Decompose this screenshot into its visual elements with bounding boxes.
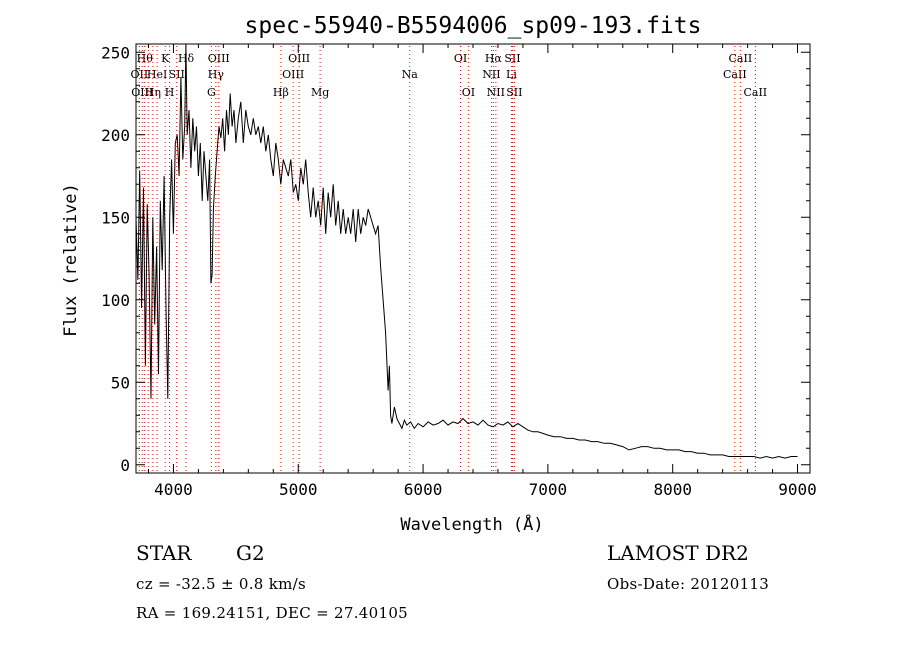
x-tick-label: 5000 bbox=[279, 480, 318, 499]
line-marker-label: OIII bbox=[288, 52, 310, 65]
observation-date: Obs-Date: 20120113 bbox=[607, 575, 770, 593]
line-marker-label: OII bbox=[131, 68, 149, 81]
line-marker-label: OIII bbox=[131, 86, 153, 99]
line-marker-label: Hβ bbox=[273, 86, 289, 99]
line-marker-label: CaII bbox=[723, 68, 747, 81]
line-marker-label: Na bbox=[402, 68, 419, 81]
line-marker-label: Li bbox=[506, 68, 517, 81]
line-marker-label: OI bbox=[462, 86, 475, 99]
line-marker-label: Hη bbox=[145, 86, 161, 99]
line-marker-label: SII bbox=[504, 52, 520, 65]
line-marker-label: SII bbox=[506, 86, 522, 99]
line-marker-label: CaII bbox=[743, 86, 767, 99]
flux-series bbox=[135, 43, 798, 459]
y-tick-label: 50 bbox=[111, 373, 130, 392]
line-marker-label: SII bbox=[169, 68, 185, 81]
x-tick-label: 6000 bbox=[404, 480, 443, 499]
x-tick-label: 4000 bbox=[154, 480, 193, 499]
spectral-line-markers: OIIOIIIHθHηHeIKHSIIHδGHγOIIIHβOIIIOIIIMg… bbox=[131, 46, 767, 473]
line-marker-label: H bbox=[165, 86, 175, 99]
x-tick-label: 9000 bbox=[778, 480, 817, 499]
line-marker-label: Hα bbox=[485, 52, 503, 65]
y-tick-label: 150 bbox=[101, 208, 130, 227]
x-tick-label: 8000 bbox=[653, 480, 692, 499]
object-type: STAR bbox=[136, 541, 192, 565]
x-axis-label: Wavelength (Å) bbox=[400, 513, 543, 535]
line-marker-label: NII bbox=[482, 68, 500, 81]
line-marker-label: Mg bbox=[311, 86, 329, 99]
axes: 4000 5000 6000 7000 8000 9000 0 50 100 150 200 250 bbox=[101, 43, 817, 499]
y-axis-label: Flux (relative) bbox=[61, 183, 81, 337]
line-marker-label: G bbox=[207, 86, 216, 99]
line-marker-label: OIII bbox=[282, 68, 304, 81]
line-marker-label: Hγ bbox=[208, 68, 225, 81]
survey-name: LAMOST DR2 bbox=[607, 541, 749, 565]
chart-title: spec-55940-B5594006_sp09-193.fits bbox=[245, 13, 702, 39]
y-tick-label: 200 bbox=[101, 126, 130, 145]
y-tick-label: 250 bbox=[101, 43, 130, 62]
y-tick-label: 100 bbox=[101, 291, 130, 310]
plot-frame bbox=[135, 43, 811, 474]
y-tick-label: 0 bbox=[120, 456, 130, 475]
line-marker-label: OI bbox=[454, 52, 467, 65]
line-marker-label: Hθ bbox=[137, 52, 154, 65]
line-marker-label: HeI bbox=[147, 68, 167, 81]
series-line bbox=[135, 43, 798, 459]
radial-velocity: cz = -32.5 ± 0.8 km/s bbox=[136, 575, 306, 593]
line-marker-label: OIII bbox=[208, 52, 230, 65]
line-marker-label: CaII bbox=[729, 52, 753, 65]
line-marker-label: K bbox=[161, 52, 170, 65]
x-tick-label: 7000 bbox=[529, 480, 568, 499]
line-marker-label: NII bbox=[487, 86, 505, 99]
spectral-subclass: G2 bbox=[236, 541, 265, 565]
coordinates: RA = 169.24151, DEC = 27.40105 bbox=[136, 604, 409, 622]
